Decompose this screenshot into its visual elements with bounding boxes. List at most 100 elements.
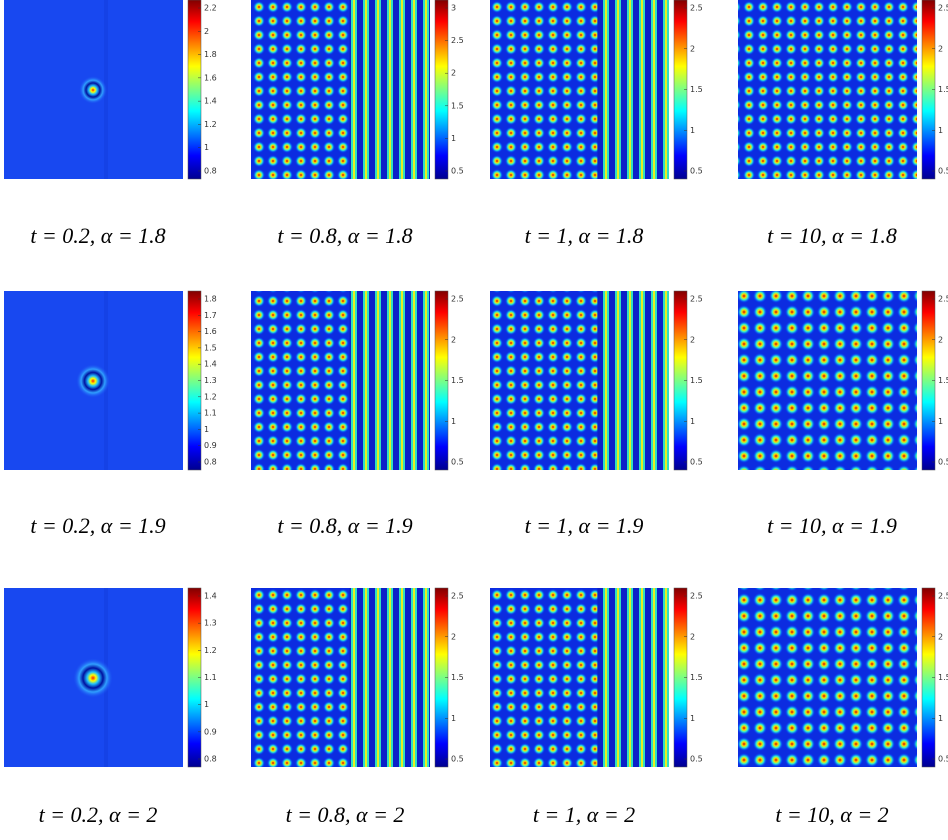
colorbar-tick-label: 1.2 — [204, 120, 217, 129]
heatmap-dots — [490, 291, 598, 470]
panel-caption: t = 0.2, α = 1.8 — [30, 223, 165, 248]
panel-caption: t = 1, α = 2 — [533, 802, 635, 827]
colorbar-tick-label: 2 — [938, 335, 943, 344]
colorbar-tick-label: 1 — [690, 126, 695, 135]
heatmap-dots — [490, 0, 598, 179]
panel: 2.5 2 1.5 1 0.5 t = 1, α = 2 — [490, 587, 703, 827]
colorbar-tick-label: 2.5 — [451, 295, 464, 304]
colorbar-tick-label: 1.3 — [204, 376, 217, 385]
colorbar-tick-label: 1.4 — [204, 97, 217, 106]
panel-caption: t = 1, α = 1.9 — [525, 513, 644, 538]
panel: 2.5 2 1.5 1 0.5 t = 10, α = 2 — [738, 587, 948, 827]
panel: 1.4 1.3 1.2 1.1 1 0.9 0.8 t = 0.2, α = 2 — [4, 587, 217, 827]
colorbar — [434, 0, 449, 180]
colorbar-tick-label: 1.5 — [938, 673, 948, 682]
colorbar-tick-label: 0.5 — [690, 458, 703, 467]
colorbar-tick-label: 1.6 — [204, 73, 217, 82]
colorbar-tick-label: 2.5 — [690, 592, 703, 601]
panel-caption: t = 10, α = 1.8 — [767, 223, 897, 248]
panel-caption: t = 0.2, α = 2 — [39, 802, 158, 827]
colorbar-tick-label: 2 — [204, 27, 209, 36]
colorbar-tick-label: 1.4 — [204, 360, 217, 369]
colorbar-tick-label: 1.8 — [204, 50, 217, 59]
colorbar-tick-label: 2 — [451, 335, 456, 344]
heatmap-ring — [79, 76, 107, 104]
colorbar-tick-label: 2 — [451, 632, 456, 641]
colorbar-tick-label: 3 — [451, 4, 456, 13]
colorbar-tick-label: 1.5 — [938, 85, 948, 94]
colorbar-tick-label: 1.1 — [204, 673, 217, 682]
panel: 2.5 2 1.5 1 0.5 t = 10, α = 1.8 — [738, 0, 948, 248]
colorbar-tick-label: 0.5 — [938, 458, 948, 467]
colorbar-tick-label: 1.5 — [451, 673, 464, 682]
colorbar-tick-label: 1.5 — [938, 376, 948, 385]
colorbar-tick-label: 0.5 — [451, 755, 464, 764]
colorbar-tick-label: 2.5 — [451, 36, 464, 45]
colorbar-tick-label: 2.5 — [690, 4, 703, 13]
colorbar-tick-label: 1 — [938, 126, 943, 135]
panel: 2.2 2 1.8 1.6 1.4 1.2 1 0.8 t = 0.2, α = 1.8 — [4, 0, 217, 248]
colorbar-tick-label: 1 — [204, 425, 209, 434]
panel: 2.5 2 1.5 1 0.5 t = 10, α = 1.9 — [738, 290, 948, 538]
colorbar-tick-label: 2.5 — [690, 295, 703, 304]
colorbar-tick-label: 1 — [451, 714, 456, 723]
panel-caption: t = 10, α = 1.9 — [767, 513, 897, 538]
colorbar-tick-label: 0.5 — [451, 167, 464, 176]
colorbar-tick-label: 0.9 — [204, 727, 217, 736]
heatmap-ring — [76, 364, 110, 398]
panel: 2.5 2 1.5 1 0.5 t = 0.8, α = 1.9 — [251, 290, 464, 538]
colorbar-tick-label: 2 — [690, 44, 695, 53]
panel: 2.5 2 1.5 1 0.5 t = 1, α = 1.9 — [490, 290, 703, 538]
colorbar-tick-label: 1 — [204, 700, 209, 709]
colorbar-tick-label: 0.9 — [204, 441, 217, 450]
colorbar-tick-label: 1 — [451, 417, 456, 426]
panel: 1.8 1.7 1.6 1.5 1.4 1.3 1.2 1.1 1 0.9 0.8 t = 0.2, … — [4, 290, 217, 538]
colorbar-tick-label: 0.5 — [451, 458, 464, 467]
heatmap-dots — [251, 291, 350, 470]
colorbar-tick-label: 1.6 — [204, 327, 217, 336]
heatmap-ring — [73, 658, 113, 698]
colorbar-tick-label: 2.5 — [938, 592, 948, 601]
colorbar-tick-label: 0.5 — [690, 167, 703, 176]
colorbar-tick-label: 0.8 — [204, 167, 217, 176]
colorbar-tick-label: 1.7 — [204, 311, 217, 320]
colorbar-tick-label: 2 — [938, 632, 943, 641]
heatmap-dots — [251, 588, 350, 767]
colorbar-tick-label: 0.5 — [938, 755, 948, 764]
colorbar-tick-label: 1.3 — [204, 619, 217, 628]
colorbar-tick-label: 1.5 — [204, 343, 217, 352]
colorbar-tick-label: 1.5 — [451, 376, 464, 385]
colorbar-tick-label: 2.5 — [938, 4, 948, 13]
panel-caption: t = 1, α = 1.8 — [525, 223, 644, 248]
colorbar-tick-label: 2 — [938, 44, 943, 53]
panel-caption: t = 0.8, α = 1.8 — [277, 223, 412, 248]
colorbar-tick-label: 1 — [938, 714, 943, 723]
colorbar-tick-label: 1.4 — [204, 592, 217, 601]
colorbar-tick-label: 0.8 — [204, 458, 217, 467]
colorbar-tick-label: 0.5 — [938, 167, 948, 176]
colorbar-tick-label: 2.5 — [451, 592, 464, 601]
colorbar-tick-label: 1 — [690, 714, 695, 723]
colorbar-tick-label: 1 — [204, 143, 209, 152]
colorbar-tick-label: 1.8 — [204, 295, 217, 304]
colorbar-tick-label: 1.1 — [204, 409, 217, 418]
colorbar-tick-label: 1.5 — [690, 673, 703, 682]
colorbar-tick-label: 0.5 — [690, 755, 703, 764]
colorbar-tick-label: 1 — [938, 417, 943, 426]
colorbar-tick-label: 1.5 — [451, 101, 464, 110]
colorbar-tick-label: 2 — [690, 632, 695, 641]
colorbar-tick-label: 1 — [451, 134, 456, 143]
colorbar-tick-label: 1.5 — [690, 85, 703, 94]
heatmap — [738, 0, 917, 179]
panel-caption: t = 0.2, α = 1.9 — [30, 513, 165, 538]
panel-caption: t = 10, α = 2 — [775, 802, 888, 827]
colorbar — [187, 0, 202, 180]
colorbar-tick-label: 1 — [690, 417, 695, 426]
panel-caption: t = 0.8, α = 2 — [286, 802, 405, 827]
panel: 2.5 2 1.5 1 0.5 t = 0.8, α = 2 — [251, 587, 464, 827]
heatmap — [738, 291, 917, 470]
heatmap-dots — [490, 588, 598, 767]
colorbar-tick-label: 2 — [451, 69, 456, 78]
panel: 3 2.5 2 1.5 1 0.5 t = 0.8, α = 1.8 — [251, 0, 464, 248]
